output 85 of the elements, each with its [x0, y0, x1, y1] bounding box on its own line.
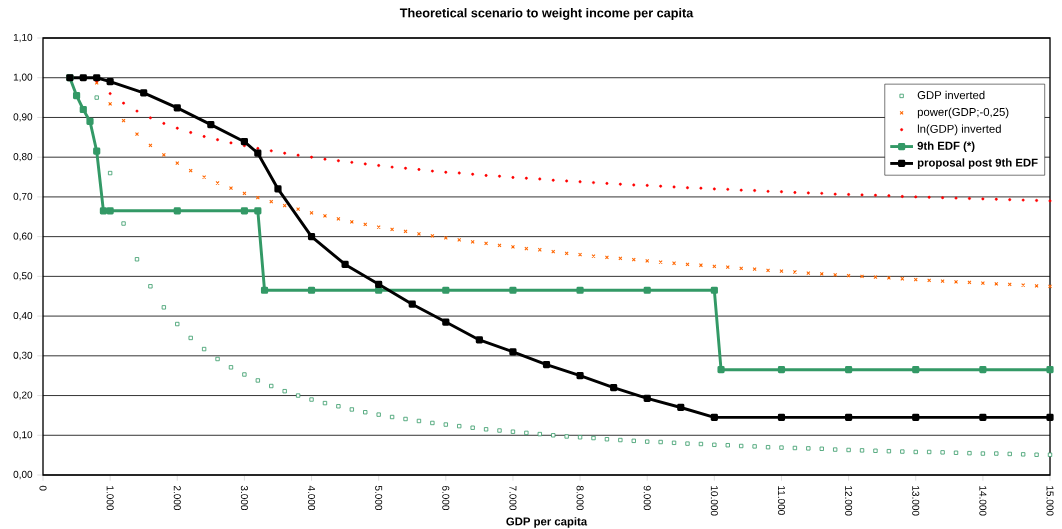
x-tick-label: 13.000: [912, 486, 920, 516]
y-tick-label: 1,10: [13, 33, 33, 43]
y-tick-label: 0,80: [13, 153, 33, 162]
point: [260, 286, 269, 294]
point: [140, 89, 148, 97]
x-tick-label: 4.000: [307, 485, 316, 511]
x-tick-label: 9.000: [643, 485, 651, 511]
x-tick-label: 15.000: [1046, 486, 1054, 516]
legend-label: 9th EDF (*): [917, 141, 975, 153]
point: [1046, 366, 1054, 374]
legend-label: proposal post 9th EDF: [917, 158, 1038, 169]
point: [86, 117, 94, 126]
x-tick-label: 2.000: [173, 485, 181, 511]
point: [777, 413, 786, 421]
point: [341, 260, 349, 269]
point: [375, 286, 383, 294]
point: [912, 366, 920, 374]
x-tick-label: 5.000: [375, 485, 383, 511]
x-tick-label: 7.000: [509, 485, 517, 511]
point: [777, 366, 786, 374]
point: [710, 286, 718, 294]
x-tick-label: 14.000: [979, 486, 987, 516]
point: [99, 207, 108, 215]
x-tick-label: 10.000: [710, 486, 718, 516]
x-tick-label: 1.000: [106, 486, 114, 511]
point: [240, 207, 249, 215]
point: [93, 147, 101, 155]
y-tick-label: 0,20: [13, 391, 33, 400]
point: [375, 280, 383, 288]
x-tick-label: 3.000: [240, 485, 248, 511]
point: [106, 207, 114, 215]
point: [79, 74, 87, 82]
point: [240, 138, 249, 146]
legend-label: ln(GDP) inverted: [917, 124, 1001, 136]
point: [542, 360, 551, 369]
point: [254, 149, 262, 157]
x-tick-label: 0: [39, 485, 47, 491]
point: [307, 233, 316, 241]
point: [173, 104, 181, 112]
point: [509, 286, 517, 294]
legend-label: power(GDP;-0,25): [917, 107, 1009, 119]
point: [79, 105, 87, 114]
point: [576, 372, 584, 380]
point: [677, 403, 685, 412]
point: [979, 413, 987, 421]
point: [408, 300, 416, 308]
point: [845, 413, 853, 421]
y-tick-label: 0,70: [13, 192, 33, 202]
point: [979, 366, 987, 374]
point: [274, 185, 282, 193]
point: [643, 286, 651, 294]
point: [717, 366, 725, 374]
x-tick-label: 12.000: [845, 486, 853, 516]
point: [475, 336, 483, 344]
y-tick-label: 1,00: [13, 73, 33, 82]
point: [912, 413, 920, 421]
x-tick-label: 6.000: [442, 485, 450, 511]
chart-title: Theoretical scenario to weight income per capita: [399, 8, 694, 20]
point: [710, 413, 718, 421]
point: [207, 121, 215, 129]
point: [845, 366, 853, 374]
y-tick-label: 0,40: [13, 311, 33, 321]
x-tick-label: 11.000: [777, 486, 786, 515]
y-tick-label: 0,50: [13, 272, 33, 281]
point: [643, 394, 651, 402]
point: [106, 78, 114, 86]
x-tick-label: 8.000: [576, 485, 584, 511]
x-axis-title: GDP per capita: [506, 517, 588, 528]
point: [72, 92, 81, 100]
y-tick-label: 0,60: [13, 232, 33, 241]
point: [509, 348, 517, 356]
point: [1046, 413, 1054, 421]
point: [307, 286, 316, 294]
point: [576, 286, 584, 294]
point: [610, 384, 618, 392]
legend-label: GDP inverted: [917, 90, 985, 100]
point: [173, 207, 181, 215]
point: [442, 286, 450, 294]
point: [254, 207, 262, 215]
y-tick-label: 0,10: [13, 431, 33, 440]
point: [442, 318, 450, 326]
point: [93, 74, 101, 82]
y-tick-label: 0,90: [13, 113, 33, 122]
y-tick-label: 0,00: [13, 470, 33, 480]
y-tick-label: 0,30: [13, 351, 33, 360]
